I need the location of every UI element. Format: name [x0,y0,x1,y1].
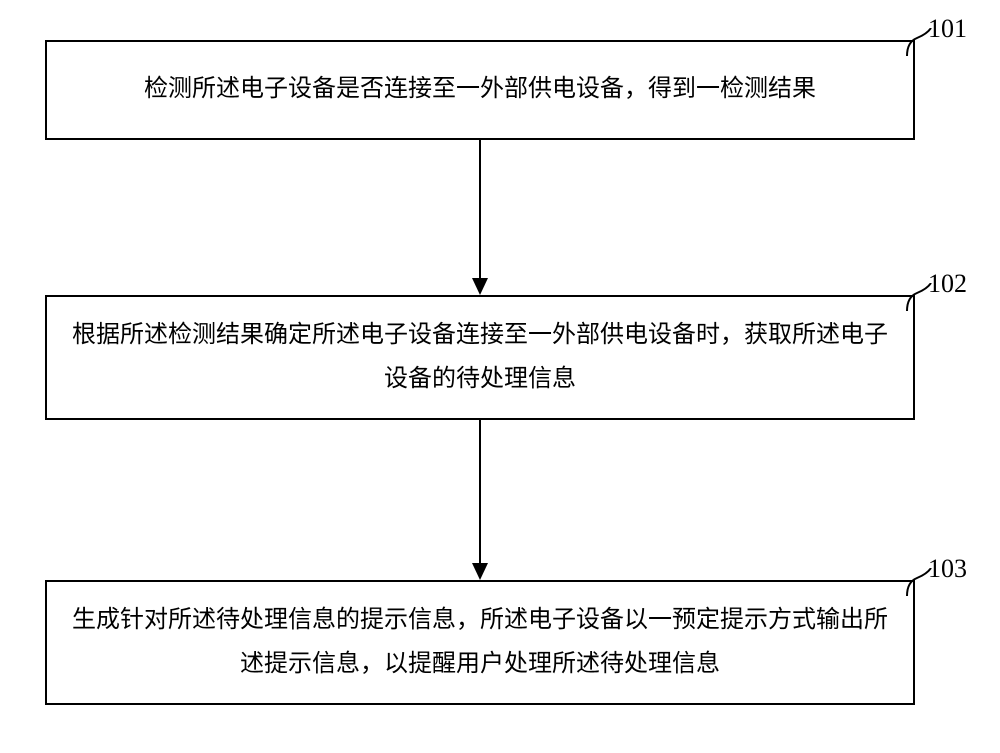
step-text-101: 检测所述电子设备是否连接至一外部供电设备，得到一检测结果 [144,68,816,111]
step-box-101: 检测所述电子设备是否连接至一外部供电设备，得到一检测结果 [45,40,915,140]
step-box-102: 根据所述检测结果确定所述电子设备连接至一外部供电设备时，获取所述电子设备的待处理… [45,295,915,420]
arrow-2 [470,420,490,580]
arrow-1 [470,140,490,295]
step-label-102: 102 [928,269,967,299]
step-text-102: 根据所述检测结果确定所述电子设备连接至一外部供电设备时，获取所述电子设备的待处理… [67,314,893,400]
flowchart-canvas: 检测所述电子设备是否连接至一外部供电设备，得到一检测结果 101 根据所述检测结… [0,0,1000,753]
step-text-103: 生成针对所述待处理信息的提示信息，所述电子设备以一预定提示方式输出所述提示信息，… [67,599,893,685]
step-label-103: 103 [928,554,967,584]
step-label-101: 101 [928,14,967,44]
step-box-103: 生成针对所述待处理信息的提示信息，所述电子设备以一预定提示方式输出所述提示信息，… [45,580,915,705]
